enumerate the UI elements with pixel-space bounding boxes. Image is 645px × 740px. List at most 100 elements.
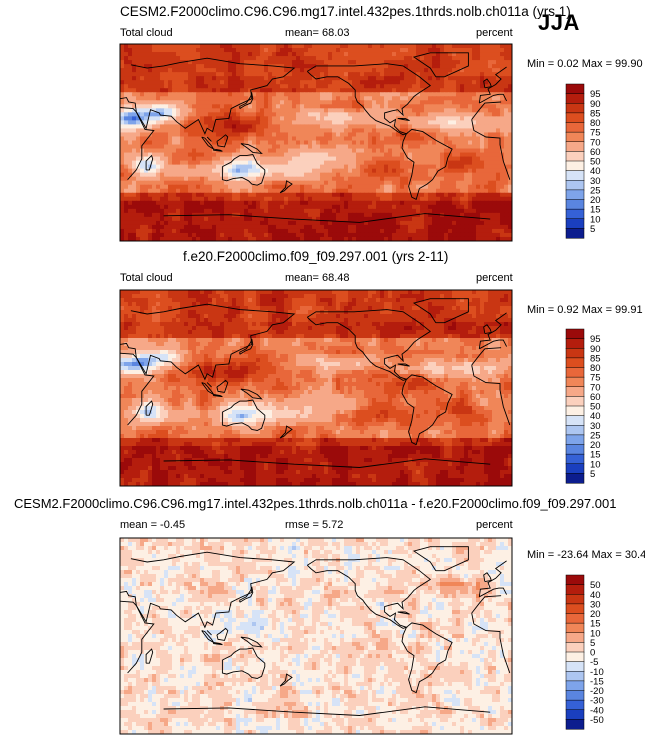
map-cell xyxy=(384,132,389,138)
map-cell xyxy=(508,224,512,230)
map-cell xyxy=(396,160,401,166)
map-cell xyxy=(284,204,289,210)
map-cell xyxy=(332,124,337,130)
map-cell xyxy=(216,196,221,202)
map-cell xyxy=(140,144,145,150)
map-cell xyxy=(420,52,425,57)
map-cell xyxy=(176,80,181,85)
map-cell xyxy=(236,164,241,170)
map-cell xyxy=(236,144,241,150)
map-cell xyxy=(472,64,477,69)
map-cell xyxy=(352,56,357,61)
map-cell xyxy=(436,220,441,226)
map-cell xyxy=(408,84,413,89)
map-cell xyxy=(128,92,133,97)
map-cell xyxy=(464,196,469,202)
map-cell xyxy=(308,116,313,121)
map-cell xyxy=(188,104,193,109)
map-cell xyxy=(188,56,193,61)
map-cell xyxy=(156,224,161,230)
map-cell xyxy=(312,68,317,73)
map-cell xyxy=(172,88,177,93)
map-cell xyxy=(236,290,241,295)
map-cell xyxy=(184,196,189,202)
map-cell xyxy=(492,84,497,89)
map-frame xyxy=(119,43,513,242)
map-cell xyxy=(436,184,441,190)
map-cell xyxy=(440,100,445,105)
map-cell xyxy=(424,104,429,109)
map-cell xyxy=(168,164,173,170)
map-cell xyxy=(444,168,449,174)
map-cell xyxy=(464,112,469,117)
map-cell xyxy=(308,88,313,93)
map-cell xyxy=(336,136,341,142)
map-cell xyxy=(400,160,405,166)
map-cell xyxy=(492,96,497,101)
map-cell xyxy=(304,84,309,89)
map-cell xyxy=(364,228,369,234)
map-cell xyxy=(276,148,281,154)
map-cell xyxy=(364,64,369,69)
map-cell xyxy=(264,64,269,69)
map-cell xyxy=(340,156,345,162)
map-cell xyxy=(468,120,473,126)
map-cell xyxy=(344,112,349,117)
map-cell xyxy=(292,72,297,77)
map-cell xyxy=(220,232,225,238)
map-cell xyxy=(280,290,285,295)
map-cell xyxy=(216,80,221,85)
map-cell xyxy=(384,176,389,182)
map-cell xyxy=(468,88,473,93)
map-cell xyxy=(372,76,377,81)
map-cell xyxy=(508,140,512,146)
map-cell xyxy=(408,290,413,295)
map-cell xyxy=(436,56,441,61)
map-cell xyxy=(204,52,209,57)
map-cell xyxy=(324,172,329,178)
map-cell xyxy=(180,208,185,214)
map-cell xyxy=(472,188,477,194)
map-cell xyxy=(496,76,501,81)
map-cell xyxy=(248,88,253,93)
map-cell xyxy=(236,128,241,134)
map-cell xyxy=(432,220,437,226)
map-cell xyxy=(328,84,333,89)
map-cell xyxy=(448,232,453,238)
map-cell xyxy=(392,168,397,174)
map-cell xyxy=(284,236,289,241)
map-cell xyxy=(416,228,421,234)
map-cell xyxy=(408,140,413,146)
map-cell xyxy=(172,152,177,158)
map-cell xyxy=(356,136,361,142)
map-cell xyxy=(320,290,325,295)
map-cell xyxy=(260,96,265,101)
map-cell xyxy=(124,80,129,85)
map-cell xyxy=(360,188,365,194)
map-cell xyxy=(368,136,373,142)
map-cell xyxy=(260,108,265,113)
map-cell xyxy=(272,176,277,182)
map-cell xyxy=(284,48,289,53)
map-cell xyxy=(128,168,133,174)
map-cell xyxy=(248,60,253,65)
map-cell xyxy=(468,168,473,174)
map-cell xyxy=(172,120,177,126)
map-cell xyxy=(316,132,321,138)
map-cell xyxy=(424,172,429,178)
map-cell xyxy=(500,204,505,210)
map-cell xyxy=(328,88,333,93)
map-cell xyxy=(380,76,385,81)
map-cell xyxy=(400,184,405,190)
map-cell xyxy=(452,52,457,57)
map-cell xyxy=(332,200,337,206)
map-cell xyxy=(392,92,397,97)
map-cell xyxy=(384,64,389,69)
map-cell xyxy=(476,152,481,158)
map-cell xyxy=(304,104,309,109)
map-cell xyxy=(256,76,261,81)
map-cell xyxy=(324,200,329,206)
map-cell xyxy=(128,294,133,299)
map-cell xyxy=(180,80,185,85)
map-cell xyxy=(316,188,321,194)
